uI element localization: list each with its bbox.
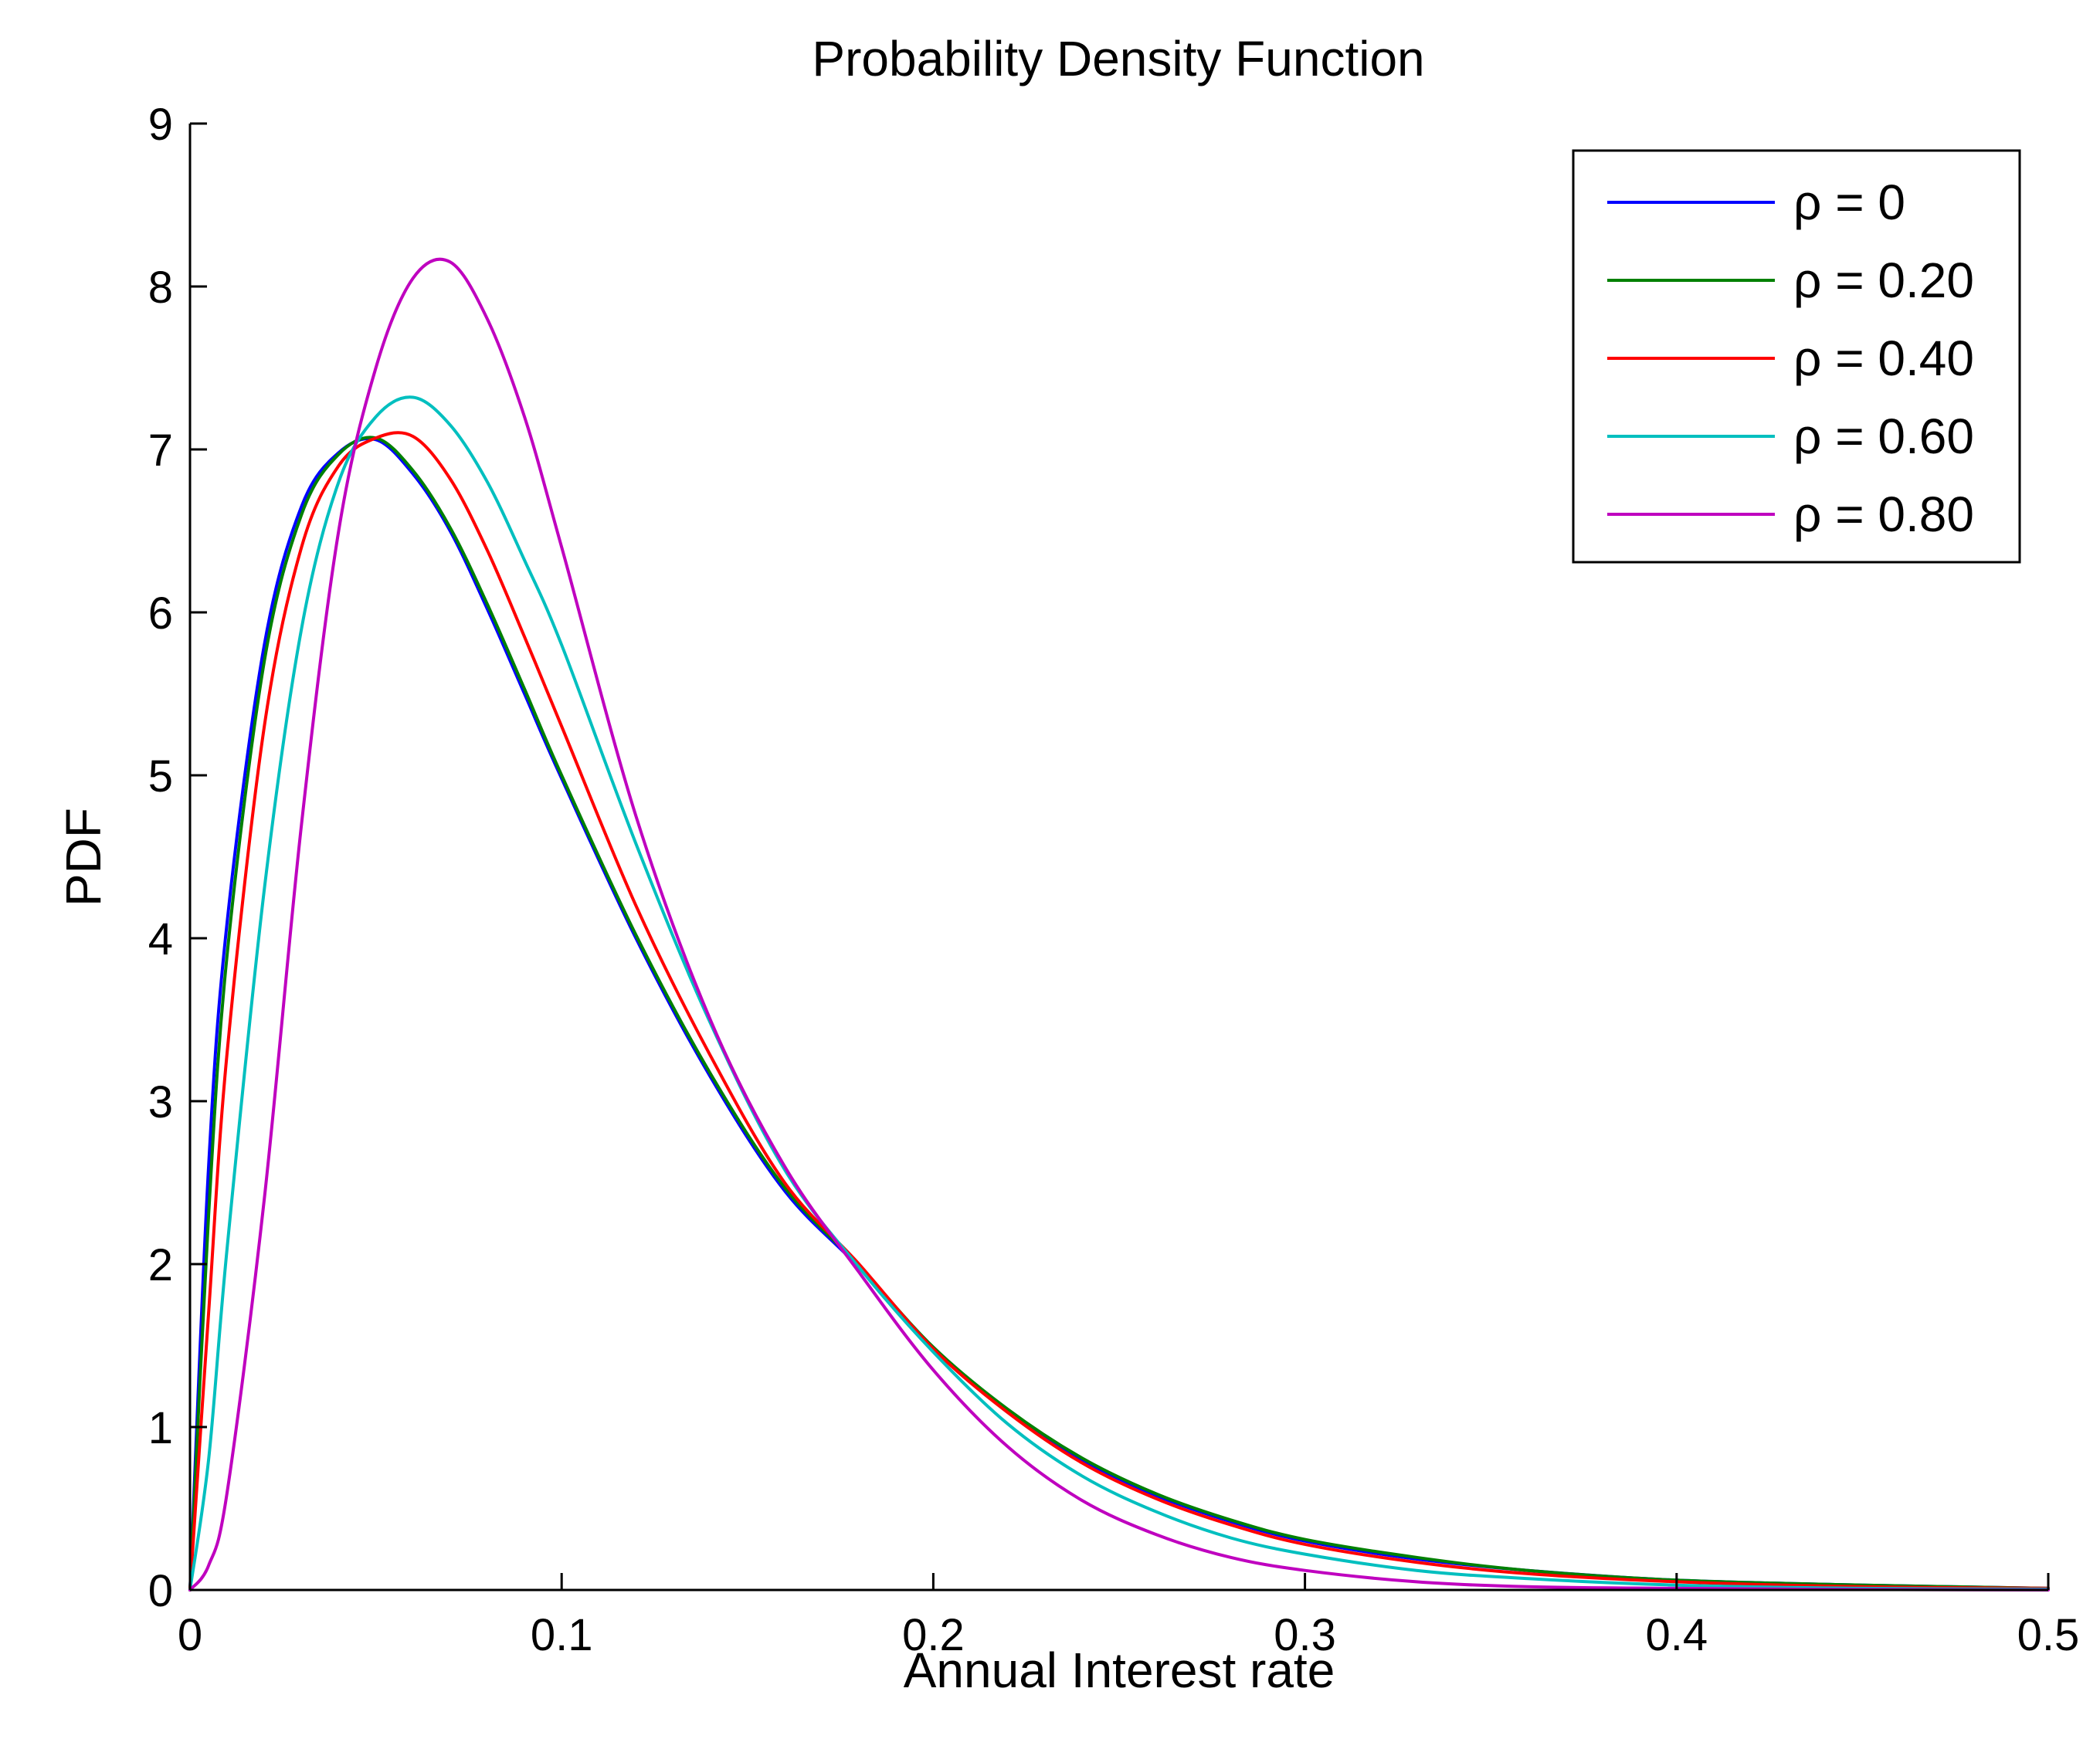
- legend-label-3: ρ = 0.60: [1793, 408, 1974, 464]
- y-tick-label: 8: [148, 263, 173, 313]
- x-tick-label: 0.4: [1645, 1610, 1708, 1660]
- series-line-4: [188, 257, 2050, 1592]
- x-axis-label: Annual Interest rate: [904, 1642, 1335, 1698]
- legend-label-1: ρ = 0.20: [1793, 253, 1974, 308]
- legend-items: ρ = 0 ρ = 0.20 ρ = 0.40 ρ = 0.60 ρ = 0.80: [1607, 175, 1974, 542]
- y-tick-label: 5: [148, 751, 173, 802]
- series-line-1: [188, 436, 2050, 1592]
- y-tick-group: 0 1 2 3 4 5 6 7 8 9: [148, 100, 207, 1616]
- series-line-0: [188, 437, 2050, 1592]
- y-tick-label: 1: [148, 1403, 173, 1453]
- series-group: [188, 257, 2050, 1592]
- x-tick-group: 0 0.1 0.2 0.3 0.4 0.5: [178, 1573, 2079, 1660]
- x-tick-label: 0.1: [531, 1610, 593, 1660]
- x-tick-label: 0: [178, 1610, 202, 1660]
- legend-label-0: ρ = 0: [1793, 175, 1905, 230]
- y-tick-label: 6: [148, 588, 173, 639]
- y-axis-label: PDF: [56, 808, 111, 907]
- legend-box: [1572, 149, 2021, 564]
- chart-title: Probability Density Function: [812, 31, 1424, 86]
- y-tick-label: 3: [148, 1077, 173, 1127]
- x-tick-label: 0.5: [2017, 1610, 2080, 1660]
- y-tick-label: 2: [148, 1240, 173, 1290]
- legend-label-4: ρ = 0.80: [1793, 486, 1974, 542]
- x-tick-label: 0.2: [902, 1610, 965, 1660]
- legend-label-2: ρ = 0.40: [1793, 331, 1974, 386]
- y-tick-label: 4: [148, 914, 173, 964]
- y-tick-label: 0: [148, 1566, 173, 1616]
- series-line-3: [188, 395, 2050, 1592]
- y-tick-label: 9: [148, 100, 173, 150]
- series-line-2: [188, 431, 2050, 1592]
- y-tick-label: 7: [148, 425, 173, 476]
- x-tick-label: 0.3: [1274, 1610, 1336, 1660]
- legend: ρ = 0 ρ = 0.20 ρ = 0.40 ρ = 0.60 ρ = 0.80: [1572, 149, 2021, 564]
